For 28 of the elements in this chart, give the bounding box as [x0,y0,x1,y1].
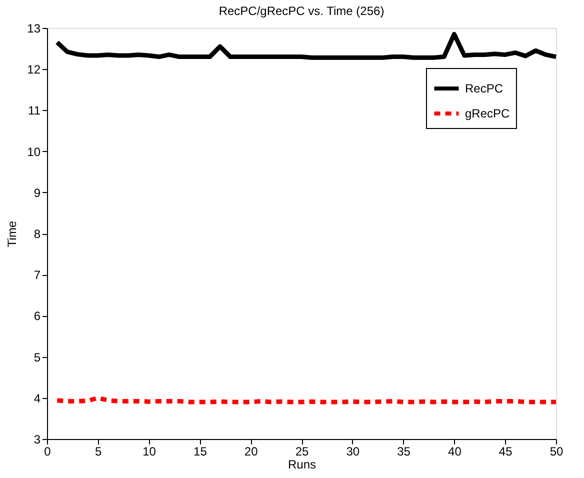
x-tick-label: 30 [346,444,360,458]
y-tick-label: 13 [27,22,41,36]
y-tick-label: 3 [34,432,41,446]
x-axis-title: Runs [288,458,316,472]
x-tick-label: 40 [448,444,462,458]
x-tick-label: 15 [194,444,208,458]
y-tick-label: 6 [34,309,41,324]
legend-label: gRecPC [465,106,510,120]
chart-title: RecPC/gRecPC vs. Time (256) [218,4,384,18]
y-tick-label: 4 [34,391,41,406]
x-tick-label: 5 [95,444,102,458]
x-tick-label: 0 [44,444,52,458]
x-tick-label: 35 [397,444,411,458]
y-tick-label: 5 [34,350,41,364]
x-tick-label: 50 [550,444,564,458]
y-tick-label: 7 [34,268,41,282]
line-series [54,32,558,60]
x-tick-label: 10 [142,444,156,458]
x-tick-label: 45 [498,444,513,458]
x-tick-label: 25 [295,444,309,458]
y-tick-label: 10 [27,144,41,159]
y-tick-label: 11 [28,104,41,118]
x-tick-label: 20 [244,444,258,458]
y-tick-label: 8 [34,227,41,241]
y-tick-label: 12 [27,62,41,77]
legend-label: RecPC [465,82,504,96]
y-axis-title: Time [5,220,20,248]
y-tick-label: 9 [34,186,41,200]
